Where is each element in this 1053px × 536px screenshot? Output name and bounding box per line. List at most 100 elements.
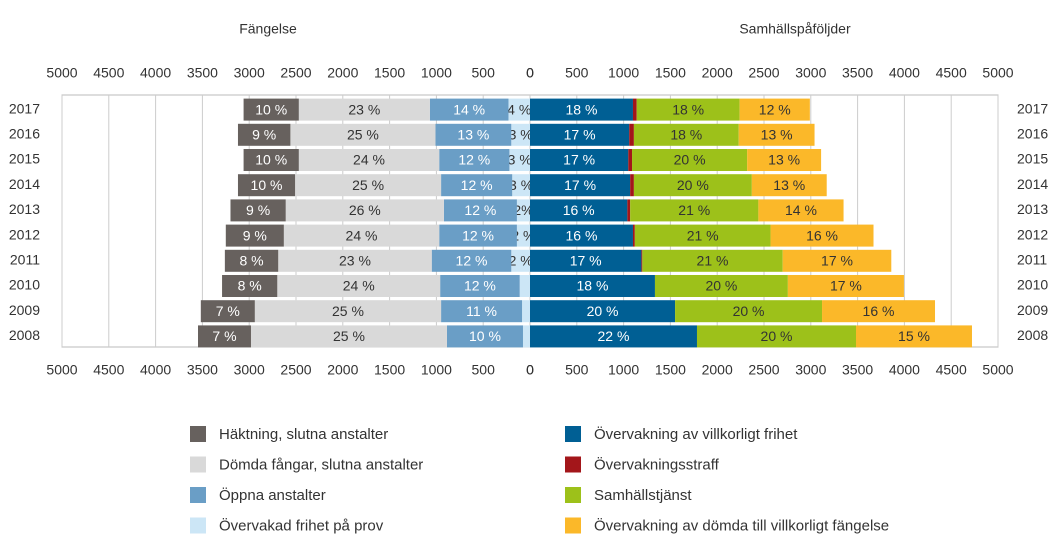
data-label: 8 % <box>238 278 262 294</box>
x-tick-label: 2000 <box>702 65 733 81</box>
bar-segment <box>642 249 783 272</box>
x-tick-label: 5000 <box>982 362 1013 378</box>
x-tick-label: 3000 <box>795 65 826 81</box>
bar-segment <box>636 98 740 121</box>
data-label: 17 % <box>563 152 595 168</box>
bar-segment <box>738 123 815 146</box>
data-label: 13 % <box>773 177 805 193</box>
x-tick-label: 2000 <box>702 362 733 378</box>
data-label: 20 % <box>677 177 709 193</box>
bar-segment <box>298 149 440 171</box>
data-label: 12 % <box>456 253 488 269</box>
bar-segment <box>237 174 296 197</box>
data-label: 3 % <box>509 177 533 193</box>
bar-segment <box>530 275 655 297</box>
data-label: 14 % <box>453 101 485 117</box>
data-label: 22 % <box>598 328 630 344</box>
data-label: 17 % <box>564 127 596 143</box>
x-tick-label: 5000 <box>982 65 1013 81</box>
y-tick-label: 2017 <box>9 100 40 116</box>
data-label: 17 % <box>830 278 862 294</box>
bar-segment <box>530 174 631 197</box>
bar-segment <box>628 149 633 171</box>
x-tick-label: 500 <box>565 362 589 378</box>
bar-segment <box>298 98 430 121</box>
x-tick-label: 0 <box>526 362 534 378</box>
data-label: 25 % <box>347 127 379 143</box>
data-label: 12 % <box>462 227 494 243</box>
bar-segment <box>295 174 442 197</box>
bar-segment <box>522 300 530 323</box>
data-label: 16 % <box>863 303 895 319</box>
bar-segment <box>429 98 509 121</box>
x-tick-label: 3000 <box>234 65 265 81</box>
bar-segment <box>511 249 530 272</box>
bar-segment <box>782 249 892 272</box>
bar-segment <box>758 199 844 222</box>
data-label: 3 % <box>509 127 533 143</box>
y-tick-label: 2012 <box>9 226 40 242</box>
bar-segment <box>198 325 251 348</box>
bar-segment <box>285 199 444 222</box>
x-tick-label: 500 <box>565 65 589 81</box>
bar-segment <box>822 300 936 323</box>
x-tick-label: 3500 <box>842 362 873 378</box>
bar-segment <box>200 300 255 323</box>
data-label: 13 % <box>457 127 489 143</box>
data-label: 25 % <box>333 328 365 344</box>
legend-label: Övervakad frihet på prov <box>219 516 384 534</box>
data-label: 2 % <box>511 227 535 243</box>
y-tick-label: 2013 <box>1017 201 1048 217</box>
x-tick-label: 4000 <box>889 65 920 81</box>
data-label: 3 % <box>508 152 532 168</box>
bar-segment <box>522 325 530 348</box>
data-label: 4 % <box>507 101 531 117</box>
bar-segment <box>243 98 299 121</box>
data-label: 20 % <box>705 278 737 294</box>
x-tick-label: 4000 <box>140 362 171 378</box>
bar-segment <box>446 325 523 348</box>
bar-segment <box>509 149 530 171</box>
legend-swatch <box>190 487 206 503</box>
data-label: 20 % <box>674 152 706 168</box>
legend-label: Samhällstjänst <box>594 487 692 504</box>
x-tick-label: 3500 <box>842 65 873 81</box>
bar-segment <box>530 149 629 171</box>
y-tick-label: 2011 <box>1017 252 1047 268</box>
data-label: 12 % <box>464 202 496 218</box>
data-label: 17 % <box>821 253 853 269</box>
x-tick-label: 2500 <box>748 362 779 378</box>
x-tick-label: 2000 <box>327 362 358 378</box>
data-label: 8 % <box>239 253 263 269</box>
bar-segment <box>630 199 759 222</box>
y-tick-label: 2010 <box>9 277 40 293</box>
data-label: 18 % <box>566 101 598 117</box>
bar-segment <box>530 98 633 121</box>
x-tick-label: 1500 <box>655 65 686 81</box>
x-tick-label: 1000 <box>608 362 639 378</box>
x-tick-label: 0 <box>526 65 534 81</box>
legend-swatch <box>565 487 581 503</box>
bar-segment <box>278 249 432 272</box>
data-label: 21 % <box>678 202 710 218</box>
bar-segment <box>243 149 299 171</box>
data-label: 16 % <box>566 227 598 243</box>
data-label: 12 % <box>759 101 791 117</box>
x-tick-label: 5000 <box>46 362 77 378</box>
data-label: 13 % <box>761 127 793 143</box>
bar-segment <box>519 275 530 297</box>
data-label: 2 % <box>509 253 533 269</box>
bar-segment <box>439 224 517 247</box>
data-label: 12 % <box>461 177 493 193</box>
x-tick-label: 4500 <box>936 65 967 81</box>
data-label: 23 % <box>339 253 371 269</box>
data-label: 2% <box>513 202 533 218</box>
bar-segment <box>530 300 676 323</box>
legend-label: Övervakning av dömda till villkorligt fä… <box>594 516 889 534</box>
x-tick-label: 500 <box>472 65 496 81</box>
data-label: 25 % <box>332 303 364 319</box>
x-tick-label: 3500 <box>187 362 218 378</box>
x-tick-label: 5000 <box>46 65 77 81</box>
bar-segment <box>511 123 530 146</box>
bar-segment <box>641 249 643 272</box>
